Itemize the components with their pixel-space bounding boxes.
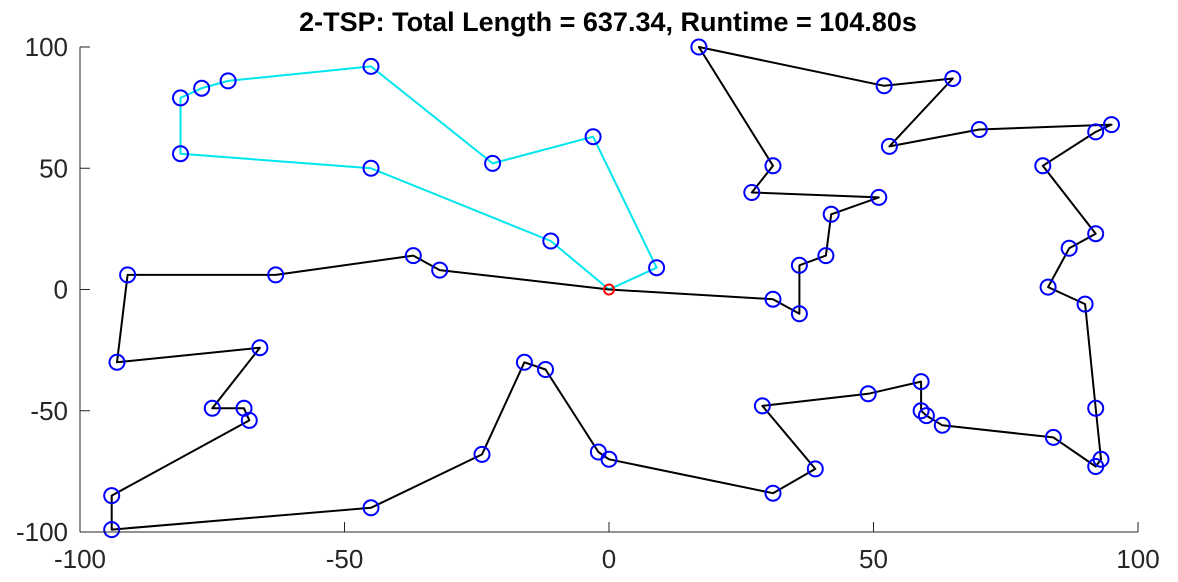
- depot-marker: [603, 283, 615, 296]
- city-marker: [1034, 157, 1052, 175]
- city-marker: [822, 205, 840, 223]
- city-marker: [1087, 399, 1105, 417]
- plot-area: [103, 38, 1120, 539]
- city-marker: [119, 266, 137, 284]
- city-marker: [880, 137, 898, 155]
- city-marker: [944, 70, 962, 87]
- city-marker: [1076, 295, 1094, 313]
- city-marker: [764, 157, 782, 175]
- city-marker: [917, 407, 935, 425]
- city-marker: [473, 445, 491, 463]
- city-marker: [240, 411, 258, 429]
- city-marker: [912, 402, 930, 420]
- city-marker: [817, 247, 835, 265]
- city-marker: [103, 487, 121, 505]
- y-tick-label: -50: [30, 396, 68, 426]
- chart-title: 2-TSP: Total Length = 637.34, Runtime = …: [299, 7, 917, 37]
- city-marker: [870, 188, 888, 206]
- city-marker: [267, 266, 285, 284]
- city-marker: [219, 72, 237, 90]
- city-marker: [108, 353, 126, 371]
- city-marker: [912, 373, 930, 391]
- axes: -100 -50 0 50 100 -100 -50 0 50 100: [16, 32, 1160, 574]
- city-marker: [203, 399, 221, 417]
- city-marker: [362, 159, 380, 177]
- city-marker: [251, 339, 269, 357]
- city-marker: [362, 499, 380, 517]
- city-marker: [690, 38, 708, 56]
- city-marker: [806, 460, 824, 478]
- y-tick-label: 0: [54, 275, 68, 305]
- city-marker: [584, 128, 602, 146]
- y-tick-label: 100: [25, 32, 68, 62]
- city-marker: [1039, 278, 1057, 296]
- city-marker: [484, 154, 502, 172]
- y-tick-label: 50: [39, 153, 68, 183]
- city-marker: [648, 259, 666, 277]
- city-marker: [859, 385, 877, 403]
- route-line-1: [179, 65, 658, 291]
- x-tick-label: 100: [1116, 544, 1159, 574]
- city-marker: [1092, 450, 1110, 468]
- city-marker: [515, 353, 533, 371]
- city-marker: [172, 145, 189, 163]
- city-marker: [764, 290, 782, 308]
- city-marker: [743, 184, 761, 201]
- city-marker: [1060, 239, 1078, 257]
- city-marker: [790, 256, 808, 274]
- city-marker: [790, 305, 808, 323]
- city-marker: [600, 450, 618, 468]
- city-marker: [1044, 428, 1062, 446]
- city-marker: [970, 121, 988, 138]
- city-marker: [404, 247, 422, 265]
- route-line-2: [110, 46, 1113, 531]
- x-tick-label: 0: [602, 544, 616, 574]
- city-marker: [431, 261, 449, 279]
- x-tick-label: 50: [859, 544, 888, 574]
- city-marker: [1087, 225, 1105, 243]
- x-tick-label: -50: [326, 544, 364, 574]
- city-marker: [542, 232, 560, 250]
- city-marker: [1103, 116, 1120, 134]
- city-marker: [193, 79, 211, 97]
- city-marker: [875, 77, 893, 95]
- city-marker: [537, 361, 554, 378]
- city-marker: [362, 57, 380, 75]
- city-marker: [764, 484, 782, 502]
- x-tick-label: -100: [54, 544, 106, 574]
- city-marker: [753, 397, 771, 415]
- city-marker: [103, 521, 121, 539]
- city-marker: [933, 416, 951, 434]
- city-marker: [172, 89, 189, 107]
- y-tick-label: -100: [16, 517, 68, 547]
- city-marker: [1087, 123, 1105, 141]
